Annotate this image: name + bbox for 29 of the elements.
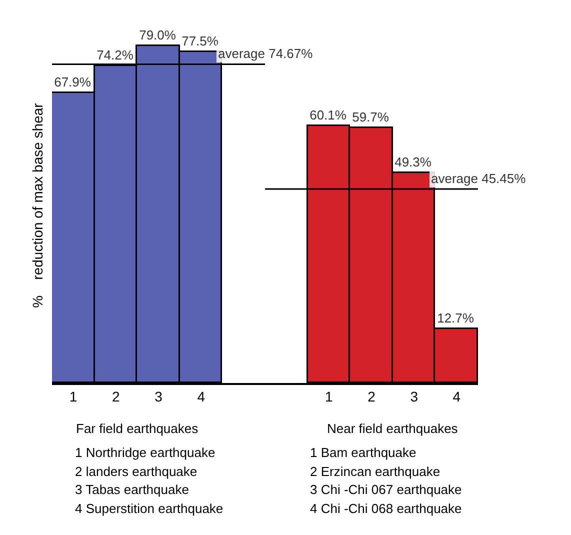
text: 1 Bam earthquake xyxy=(310,445,416,460)
x-tick-label: 4 xyxy=(452,388,461,405)
text: Far field earthquakes xyxy=(76,421,199,436)
data-label: 49.3% xyxy=(394,154,432,170)
text: 2 Erzincan earthquake xyxy=(310,464,440,479)
data-label: 74.2% xyxy=(96,47,134,62)
text: 3 Chi -Chi 067 earthquake xyxy=(310,482,462,497)
x-tick-label: 2 xyxy=(368,388,376,405)
text: Near field earthquakes xyxy=(327,421,458,436)
data-label: 77.5% xyxy=(182,33,219,48)
data-label: 12.7% xyxy=(437,310,474,326)
ref-line-label: average 74.67% xyxy=(218,46,314,61)
ref-line-label: average 45.45% xyxy=(431,171,526,186)
text: 1 Northridge earthquake xyxy=(75,445,216,460)
text: 4 Superstition earthquake xyxy=(75,501,224,516)
data-label: 59.7% xyxy=(352,109,390,124)
x-tick-label: 3 xyxy=(154,388,163,405)
data-label: 79.0% xyxy=(139,27,176,42)
x-tick-label: 1 xyxy=(325,388,333,405)
x-tick-label: 3 xyxy=(410,388,418,405)
text: 3 Tabas earthquake xyxy=(75,482,189,497)
x-tick-label: 4 xyxy=(197,388,206,405)
text: 4 Chi -Chi 068 earthquake xyxy=(310,501,462,516)
x-tick-label: 2 xyxy=(112,388,120,405)
text: 2 landers earthquake xyxy=(75,464,198,479)
data-label: 67.9% xyxy=(54,74,92,90)
y-axis-title: % reduction of max base shear xyxy=(30,102,46,308)
x-tick-label: 1 xyxy=(69,388,78,405)
data-label: 60.1% xyxy=(310,107,347,122)
